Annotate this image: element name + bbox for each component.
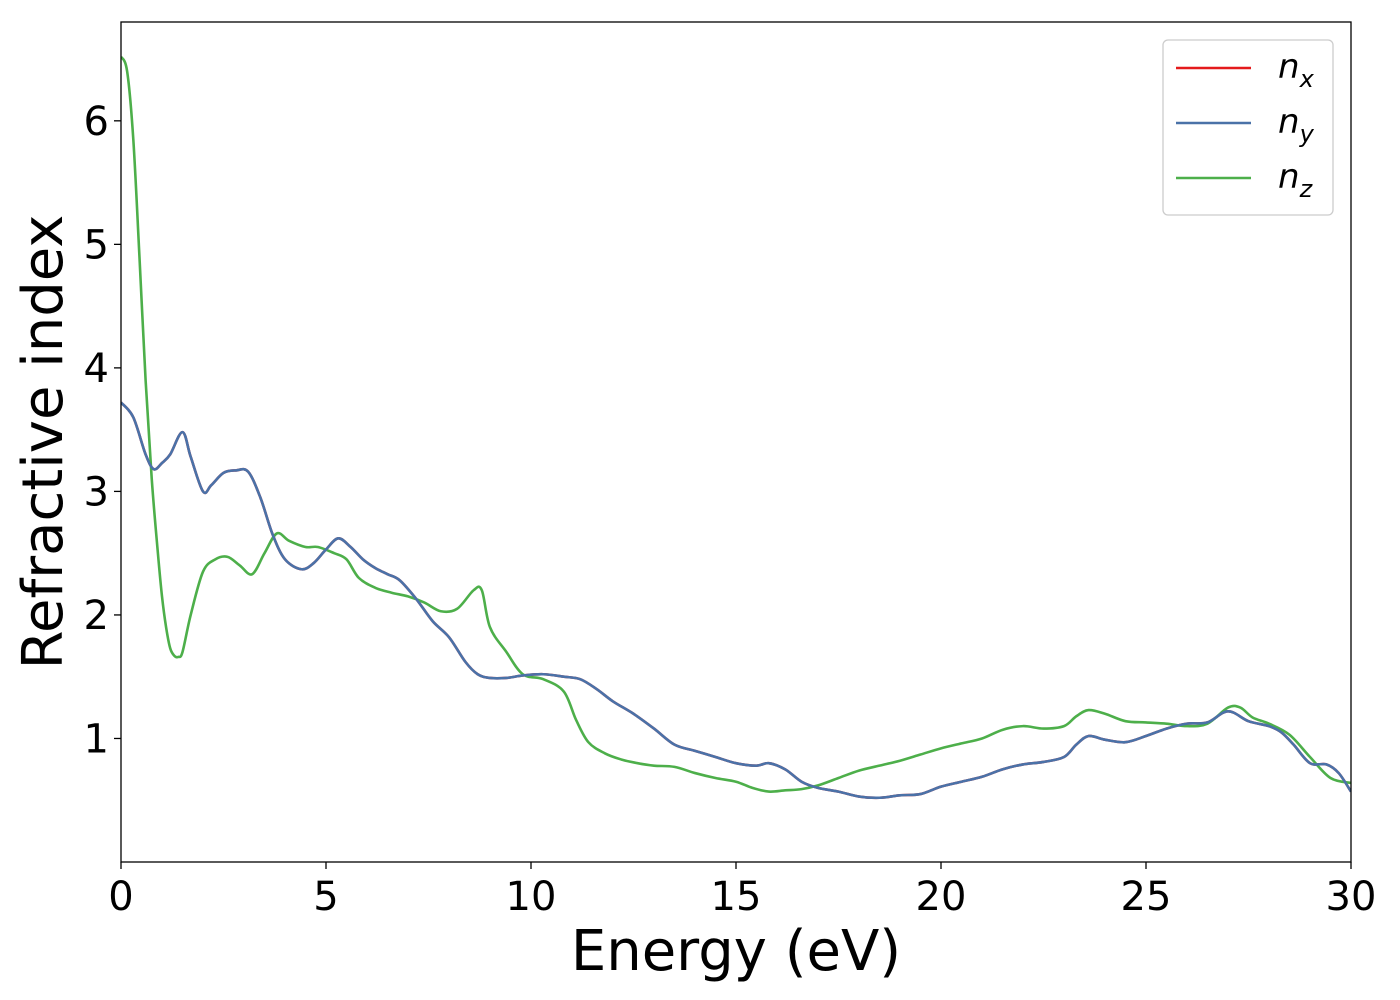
y-tick-label: 2 — [84, 593, 109, 639]
x-tick-label: 15 — [711, 874, 762, 920]
y-tick-label: 4 — [84, 346, 109, 392]
x-axis: 0 5 10 15 20 25 30 — [108, 862, 1376, 920]
y-tick-label: 6 — [84, 99, 109, 145]
series-line-nz — [121, 55, 1351, 793]
y-tick-label: 1 — [84, 716, 109, 762]
x-tick-label: 30 — [1326, 874, 1377, 920]
series-line-ny — [121, 401, 1351, 800]
series-line-nx — [121, 401, 1351, 800]
y-axis-label: Refractive index — [11, 215, 76, 670]
y-tick-label: 3 — [84, 469, 109, 515]
x-tick-label: 0 — [108, 874, 133, 920]
x-tick-label: 25 — [1121, 874, 1172, 920]
x-tick-label: 5 — [313, 874, 338, 920]
legend-box — [1162, 39, 1334, 216]
plot-area — [121, 55, 1351, 800]
x-tick-label: 20 — [916, 874, 967, 920]
y-tick-label: 5 — [84, 222, 109, 268]
x-tick-label: 10 — [506, 874, 557, 920]
x-axis-label: Energy (eV) — [571, 919, 901, 984]
y-axis: 1 2 3 4 5 6 — [84, 99, 121, 762]
